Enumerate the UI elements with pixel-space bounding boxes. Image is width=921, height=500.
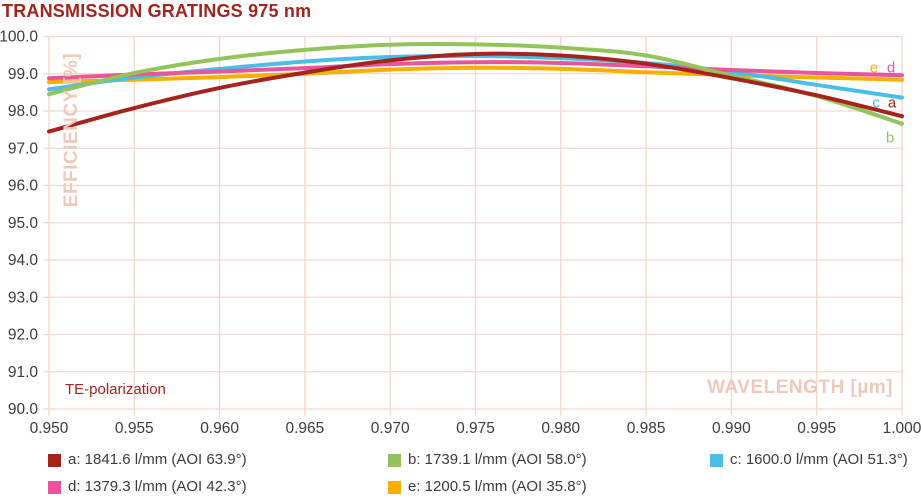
- y-tick-label: 91.0: [8, 364, 39, 381]
- legend-item-d: d: 1379.3 l/mm (AOI 42.3°): [48, 479, 247, 495]
- x-tick-label: 0.970: [371, 420, 410, 437]
- x-tick-label: 0.995: [797, 420, 836, 437]
- x-tick-label: 0.985: [627, 420, 666, 437]
- legend-item-e: e: 1200.5 l/mm (AOI 35.8°): [388, 479, 587, 495]
- y-tick-label: 90.0: [8, 401, 39, 418]
- curve-label-a: a: [888, 94, 897, 111]
- legend-label-d: d: 1379.3 l/mm (AOI 42.3°): [68, 478, 247, 495]
- legend-label-a: a: 1841.6 l/mm (AOI 63.9°): [68, 451, 247, 468]
- x-tick-label: 1.000: [883, 420, 921, 437]
- legend-swatch-a: [48, 453, 61, 467]
- x-tick-label: 0.965: [286, 420, 325, 437]
- y-tick-label: 98.0: [8, 103, 39, 120]
- x-tick-label: 0.955: [115, 420, 154, 437]
- series-curve-d: [47, 60, 904, 81]
- legend-label-e: e: 1200.5 l/mm (AOI 35.8°): [408, 478, 587, 495]
- legend-item-b: b: 1739.1 l/mm (AOI 58.0°): [388, 452, 587, 468]
- legend-swatch-b: [388, 453, 401, 467]
- y-tick-label: 94.0: [8, 252, 39, 269]
- legend-swatch-d: [48, 480, 61, 494]
- legend-swatch-c: [710, 453, 723, 467]
- y-axis-title: EFFICIENCY [%]: [61, 52, 82, 208]
- plot-area: 100.0 99.0 98.0 97.0 96.0 95.0 94.0 93.0 92.0 91.…: [0, 29, 921, 437]
- x-tick-label: 0.950: [30, 420, 69, 437]
- chart-title: TRANSMISSION GRATINGS 975 nm: [2, 1, 312, 21]
- y-tick-label: 100.0: [0, 29, 38, 46]
- legend-item-a: a: 1841.6 l/mm (AOI 63.9°): [48, 452, 247, 468]
- y-tick-label: 97.0: [8, 140, 39, 157]
- y-tick-label: 96.0: [8, 178, 39, 195]
- y-tick-label: 92.0: [8, 327, 39, 344]
- series-curve-a: [47, 51, 904, 134]
- curve-label-d: d: [887, 59, 895, 76]
- curve-label-c: c: [872, 94, 880, 111]
- y-tick-label: 99.0: [8, 66, 39, 83]
- curve-label-b: b: [886, 129, 894, 146]
- x-tick-label: 0.990: [712, 420, 751, 437]
- legend-item-c: c: 1600.0 l/mm (AOI 51.3°): [710, 452, 908, 468]
- legend-label-b: b: 1739.1 l/mm (AOI 58.0°): [408, 451, 587, 468]
- x-tick-label: 0.980: [541, 420, 580, 437]
- legend-swatch-e: [388, 480, 401, 494]
- y-tick-label: 93.0: [8, 289, 39, 306]
- legend-label-c: c: 1600.0 l/mm (AOI 51.3°): [730, 451, 908, 468]
- polarization-annotation: TE-polarization: [65, 381, 166, 398]
- y-tick-label: 95.0: [8, 215, 39, 232]
- x-tick-label: 0.960: [200, 420, 239, 437]
- curve-label-e: e: [870, 59, 878, 76]
- x-axis-title: WAVELENGTH [µm]: [707, 377, 893, 398]
- x-tick-label: 0.975: [456, 420, 495, 437]
